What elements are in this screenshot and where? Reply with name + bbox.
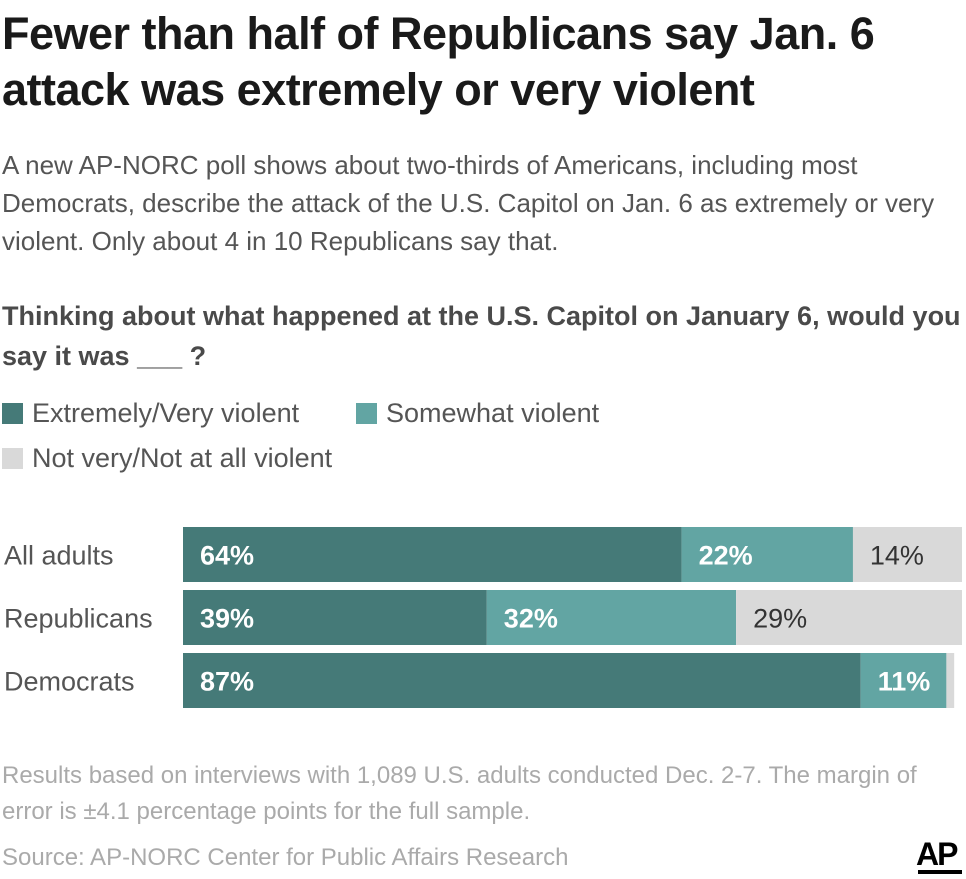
bar-democrats-extremely-very-violent <box>183 653 861 708</box>
legend-swatch-not-very-violent <box>2 448 23 469</box>
ap-logo-underline <box>918 870 962 874</box>
data-label-democrats-somewhat-violent: 11% <box>878 667 931 697</box>
data-label-all-adults-not-very-not-at-all-violent: 14% <box>870 541 924 571</box>
category-label-republicans: Republicans <box>4 604 153 634</box>
legend-swatch-somewhat-violent <box>356 403 377 424</box>
chart-title: Fewer than half of Republicans say Jan. … <box>2 8 875 115</box>
legend-item-not-very-violent: Not very/Not at all violent <box>2 443 332 474</box>
legend-item-somewhat-violent: Somewhat violent <box>356 398 599 429</box>
bar-all-adults-not-very-not-at-all-violent <box>852 527 962 582</box>
bar-democrats-somewhat-violent <box>860 653 947 708</box>
category-label-democrats: Democrats <box>4 667 135 697</box>
legend-item-extremely-very-violent: Extremely/Very violent <box>2 398 299 429</box>
category-label-all-adults: All adults <box>4 541 114 571</box>
ap-logo: AP <box>916 836 962 874</box>
chart-subtitle: A new AP-NORC poll shows about two-third… <box>2 150 935 256</box>
legend-label-somewhat-violent: Somewhat violent <box>386 398 600 428</box>
data-label-all-adults-somewhat-violent: 22% <box>699 541 753 571</box>
ap-logo-text: AP <box>916 836 958 872</box>
legend-swatch-extremely-very-violent <box>2 403 23 424</box>
bar-republicans-somewhat-violent <box>486 590 737 645</box>
data-label-all-adults-extremely-very-violent: 64% <box>200 541 254 571</box>
bar-republicans-extremely-very-violent <box>183 590 487 645</box>
data-label-republicans-extremely-very-violent: 39% <box>200 604 254 634</box>
bar-democrats-not-very-not-at-all-violent <box>946 653 955 708</box>
bar-all-adults-somewhat-violent <box>681 527 853 582</box>
survey-question: Thinking about what happened at the U.S.… <box>2 301 961 371</box>
source-note: Source: AP-NORC Center for Public Affair… <box>2 844 569 871</box>
bar-all-adults-extremely-very-violent <box>183 527 682 582</box>
methodology-footnote: Results based on interviews with 1,089 U… <box>2 762 917 825</box>
data-label-republicans-somewhat-violent: 32% <box>504 604 558 634</box>
legend-label-extremely-very-violent: Extremely/Very violent <box>32 398 300 428</box>
stacked-bar-chart: All adults 64% 22% 14% Republicans 39% 32% 29% D… <box>4 527 962 708</box>
data-label-republicans-not-very-not-at-all-violent: 29% <box>753 604 807 634</box>
legend-label-not-very-violent: Not very/Not at all violent <box>32 443 333 473</box>
bar-republicans-not-very-not-at-all-violent <box>736 590 962 645</box>
data-label-democrats-extremely-very-violent: 87% <box>200 667 254 697</box>
